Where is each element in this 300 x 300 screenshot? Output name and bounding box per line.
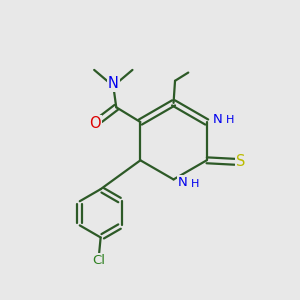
Text: Cl: Cl xyxy=(93,254,106,267)
Text: H: H xyxy=(191,178,200,189)
Text: H: H xyxy=(226,115,235,125)
Text: N: N xyxy=(178,176,188,190)
Text: N: N xyxy=(213,112,223,126)
Text: N: N xyxy=(108,76,119,91)
Text: S: S xyxy=(236,154,246,169)
Text: O: O xyxy=(89,116,100,131)
